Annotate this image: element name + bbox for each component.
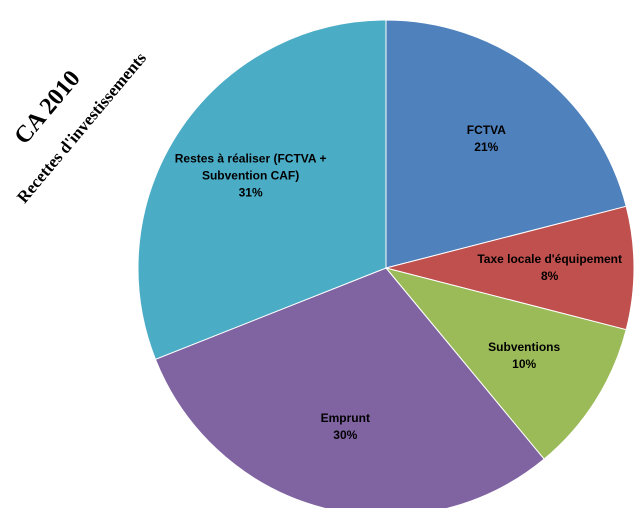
slice-label: Emprunt 30% [260, 410, 430, 444]
slice-value: 10% [512, 356, 537, 371]
pie-slice [385, 205, 634, 331]
slice-value: 31% [238, 185, 263, 200]
slice-label: Taxe locale d'équipement 8% [465, 251, 634, 285]
slice-value: 8% [541, 269, 559, 283]
pie-slice [384, 267, 627, 460]
slice-value: 21% [474, 139, 499, 154]
pie-slice [154, 267, 545, 508]
slice-name: Emprunt [320, 410, 370, 425]
slice-name: Restes à réaliser (FCTVA + Subvention CA… [174, 151, 327, 183]
slice-name: Subventions [488, 339, 561, 354]
slice-label: Subventions 10% [439, 339, 609, 373]
slice-label: FCTVA 21% [401, 122, 571, 156]
pie-slice [385, 19, 627, 269]
slice-value: 30% [333, 427, 358, 442]
slice-name: FCTVA [466, 122, 506, 137]
slice-name: Taxe locale d'équipement [477, 252, 623, 266]
pie-slice [137, 19, 387, 360]
slice-label: Restes à réaliser (FCTVA + Subvention CA… [166, 150, 336, 201]
